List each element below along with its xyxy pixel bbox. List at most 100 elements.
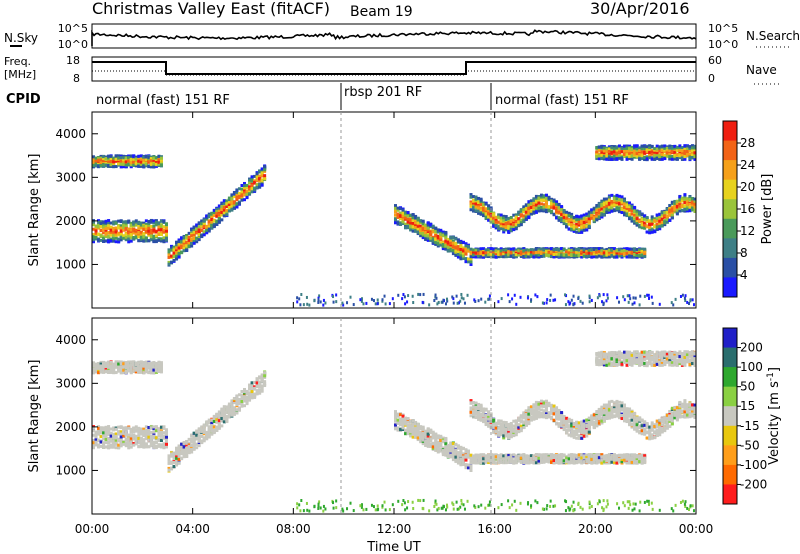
power-cell [232,195,236,199]
power-cell [597,208,601,212]
power-cell [210,218,214,222]
power-cell [658,145,662,149]
power-cell [600,200,604,204]
power-cell [394,217,397,221]
power-cell [519,223,523,227]
power-cell [187,231,191,235]
power-cell [597,250,601,254]
velocity-cell [107,427,111,431]
power-cell [142,232,146,236]
power-cell [623,202,627,206]
power-cell [202,224,206,228]
power-cell [524,212,528,216]
power-cell [190,241,194,245]
colorbar-band [723,121,737,142]
power-cell [572,226,576,230]
power-cell [426,234,430,238]
noise-tick-high-right: 10^5 [708,22,738,35]
power-cell [607,151,611,155]
power-cell [492,212,496,216]
power-cell [192,241,196,245]
power-cell [222,211,226,215]
power-cell [670,301,673,305]
power-cell [557,218,561,222]
power-cell [539,252,543,256]
power-cell [414,218,418,222]
power-cell [225,202,229,206]
power-cell [580,225,584,229]
power-cell [635,210,639,214]
nsky-label: N.Sky [4,31,38,45]
power-cell [673,207,677,211]
power-cell [509,227,513,231]
power-cell [298,297,301,301]
power-cell [688,148,692,152]
power-cell [600,213,604,217]
power-cell [597,148,601,152]
power-cell [552,204,556,208]
power-cell [132,163,136,167]
power-cell [159,224,163,228]
power-cell [411,223,415,227]
power-cell [187,244,191,248]
power-cell [605,154,609,158]
power-cell [152,237,156,241]
power-cell [582,226,586,230]
velocity-cell [109,434,113,438]
power-cell [235,193,239,197]
power-cell [479,250,483,254]
power-cell [640,226,644,230]
power-cell [555,249,559,253]
power-cell [595,214,599,218]
power-cell [182,244,186,248]
power-cell [92,227,95,231]
power-cell [633,220,637,224]
power-cell [620,198,624,202]
power-cell [102,163,106,167]
power-cell [394,221,397,225]
velocity-cell [97,429,101,433]
power-cell [645,148,649,152]
power-cell [139,223,143,227]
power-cell [643,147,647,151]
power-cell [132,160,136,164]
power-cell [482,213,486,217]
power-cell [497,220,501,224]
power-cell [549,298,552,302]
power-cell [129,161,133,165]
power-cell [452,301,455,305]
power-cell [451,245,455,249]
velocity-cell [104,427,108,431]
power-cell [630,251,634,255]
power-cell [547,247,551,251]
power-cell [542,250,546,254]
power-cell [628,204,632,208]
power-cell [587,222,591,226]
power-cell [507,253,511,257]
power-cell [685,209,689,213]
power-cell [94,229,98,233]
power-cell [185,233,189,237]
power-cell [509,225,513,229]
power-cell [459,241,463,245]
power-cell [610,199,614,203]
power-cell [225,208,229,212]
power-cell [635,254,639,258]
power-cell [243,184,246,188]
power-cell [600,202,604,206]
power-cell [250,178,254,182]
power-cell [205,214,209,218]
power-cell [154,219,158,223]
power-cell [597,204,601,208]
power-cell [630,206,634,210]
power-cell [134,235,138,239]
velocity-cell [92,446,95,450]
power-cell [517,251,521,255]
power-cell [469,208,473,212]
power-cell [660,151,664,155]
power-cell [454,253,458,257]
power-cell [487,204,491,208]
power-cell [499,222,503,226]
power-cell [401,220,405,224]
power-cell [119,236,123,240]
